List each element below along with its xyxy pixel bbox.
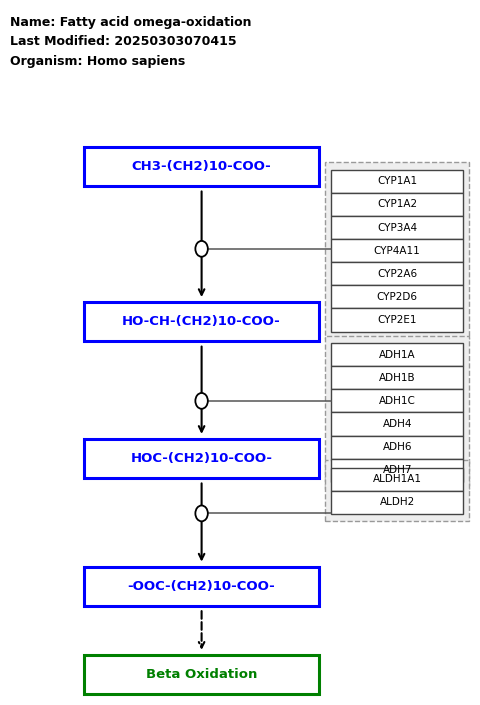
- Text: ADH4: ADH4: [383, 419, 412, 429]
- FancyBboxPatch shape: [331, 389, 463, 412]
- FancyBboxPatch shape: [84, 655, 319, 694]
- Text: ADH6: ADH6: [383, 442, 412, 452]
- Text: CYP2A6: CYP2A6: [377, 269, 417, 278]
- Text: CYP3A4: CYP3A4: [377, 223, 417, 233]
- Text: ALDH2: ALDH2: [380, 498, 415, 508]
- Text: HO-CH-(CH2)10-COO-: HO-CH-(CH2)10-COO-: [122, 315, 281, 329]
- FancyBboxPatch shape: [84, 302, 319, 341]
- FancyBboxPatch shape: [331, 262, 463, 286]
- Circle shape: [195, 393, 208, 409]
- Text: CYP4A11: CYP4A11: [374, 245, 420, 256]
- FancyBboxPatch shape: [331, 239, 463, 262]
- FancyBboxPatch shape: [331, 436, 463, 459]
- Text: ALDH1A1: ALDH1A1: [372, 474, 422, 484]
- FancyBboxPatch shape: [331, 308, 463, 331]
- FancyBboxPatch shape: [84, 439, 319, 478]
- Text: CH3-(CH2)10-COO-: CH3-(CH2)10-COO-: [132, 160, 272, 173]
- Text: CYP1A1: CYP1A1: [377, 176, 417, 186]
- FancyBboxPatch shape: [331, 216, 463, 239]
- FancyBboxPatch shape: [84, 567, 319, 606]
- FancyBboxPatch shape: [331, 170, 463, 193]
- Text: ADH7: ADH7: [383, 465, 412, 475]
- FancyBboxPatch shape: [331, 343, 463, 366]
- FancyBboxPatch shape: [331, 193, 463, 216]
- Text: CYP1A2: CYP1A2: [377, 200, 417, 209]
- Circle shape: [195, 505, 208, 521]
- Text: CYP2D6: CYP2D6: [377, 292, 418, 302]
- FancyBboxPatch shape: [331, 286, 463, 308]
- Text: CYP2E1: CYP2E1: [377, 315, 417, 325]
- FancyBboxPatch shape: [331, 468, 463, 491]
- Text: Name: Fatty acid omega-oxidation: Name: Fatty acid omega-oxidation: [10, 16, 251, 28]
- Text: Organism: Homo sapiens: Organism: Homo sapiens: [10, 55, 185, 68]
- FancyBboxPatch shape: [331, 412, 463, 436]
- FancyBboxPatch shape: [325, 162, 469, 339]
- FancyBboxPatch shape: [331, 491, 463, 514]
- Circle shape: [195, 241, 208, 257]
- Text: -OOC-(CH2)10-COO-: -OOC-(CH2)10-COO-: [128, 580, 276, 593]
- FancyBboxPatch shape: [331, 366, 463, 389]
- Text: Last Modified: 20250303070415: Last Modified: 20250303070415: [10, 35, 236, 48]
- FancyBboxPatch shape: [331, 459, 463, 482]
- FancyBboxPatch shape: [84, 147, 319, 186]
- Text: ADH1A: ADH1A: [379, 350, 416, 360]
- Text: Beta Oxidation: Beta Oxidation: [146, 668, 257, 681]
- Text: ADH1B: ADH1B: [379, 373, 416, 383]
- Text: HOC-(CH2)10-COO-: HOC-(CH2)10-COO-: [131, 452, 273, 465]
- FancyBboxPatch shape: [325, 336, 469, 489]
- FancyBboxPatch shape: [325, 460, 469, 521]
- Text: ADH1C: ADH1C: [379, 396, 416, 406]
